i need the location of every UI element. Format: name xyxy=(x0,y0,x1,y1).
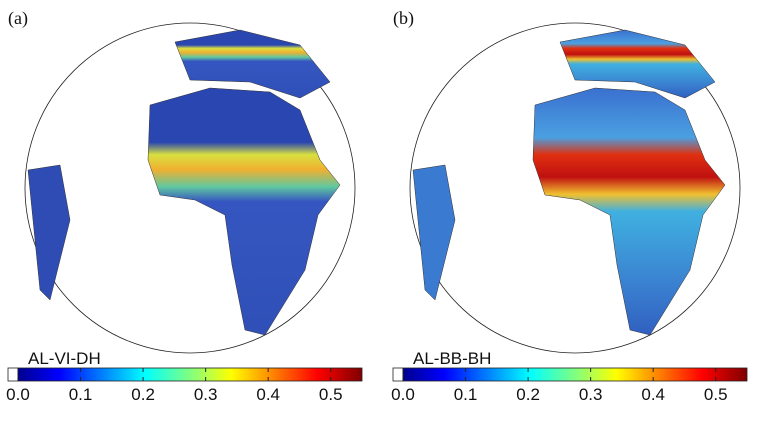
globe-map xyxy=(24,22,356,354)
panel: (b) AL-BB-BH 0.0 0.1 0.2 0.3 0.4 0.5 xyxy=(391,8,748,404)
colorbar-tick-label: 0.5 xyxy=(319,385,343,404)
colorbar-tick-label: 0.0 xyxy=(391,385,415,404)
panel-label: (a) xyxy=(8,8,28,29)
colorbar-title: AL-BB-BH xyxy=(413,349,491,368)
colorbar-tick-label: 0.4 xyxy=(256,385,280,404)
panel: (a) AL-VI-DH 0.0 0.1 0.2 0.3 0.4 0.5 xyxy=(6,8,363,404)
colorbar-tick-label: 0.3 xyxy=(579,385,603,404)
colorbar-tick-label: 0.3 xyxy=(194,385,218,404)
panel-label: (b) xyxy=(393,8,414,29)
colorbar-tick-label: 0.1 xyxy=(454,385,478,404)
colorbar-tick-label: 0.0 xyxy=(6,385,30,404)
colorbar-title: AL-VI-DH xyxy=(28,349,101,368)
colorbar-underflow xyxy=(7,367,19,382)
colorbar-tick-label: 0.2 xyxy=(131,385,155,404)
colorbar xyxy=(17,367,363,382)
colorbar-tick-label: 0.5 xyxy=(704,385,728,404)
colorbar-tick-label: 0.1 xyxy=(69,385,93,404)
globe-map xyxy=(409,22,741,354)
colorbar-tick-label: 0.2 xyxy=(516,385,540,404)
colorbar xyxy=(402,367,748,382)
colorbar-underflow xyxy=(392,367,404,382)
colorbar-tick-label: 0.4 xyxy=(641,385,665,404)
